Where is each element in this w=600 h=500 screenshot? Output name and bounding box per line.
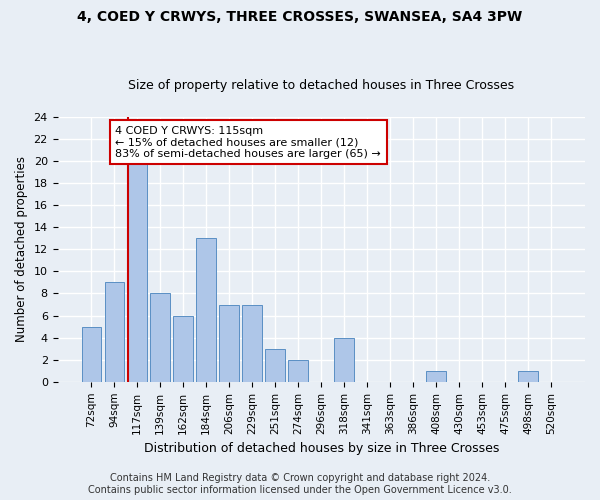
Text: Contains HM Land Registry data © Crown copyright and database right 2024.
Contai: Contains HM Land Registry data © Crown c… <box>88 474 512 495</box>
Bar <box>334 338 354 382</box>
Bar <box>151 294 170 382</box>
Bar <box>289 360 308 382</box>
Title: Size of property relative to detached houses in Three Crosses: Size of property relative to detached ho… <box>128 79 514 92</box>
Bar <box>518 371 538 382</box>
Bar <box>173 316 193 382</box>
Bar <box>265 348 285 382</box>
Bar <box>196 238 216 382</box>
Y-axis label: Number of detached properties: Number of detached properties <box>15 156 28 342</box>
Bar <box>427 371 446 382</box>
Bar <box>220 304 239 382</box>
Bar <box>82 326 101 382</box>
Bar <box>104 282 124 382</box>
Text: 4 COED Y CRWYS: 115sqm
← 15% of detached houses are smaller (12)
83% of semi-det: 4 COED Y CRWYS: 115sqm ← 15% of detached… <box>115 126 381 159</box>
Text: 4, COED Y CRWYS, THREE CROSSES, SWANSEA, SA4 3PW: 4, COED Y CRWYS, THREE CROSSES, SWANSEA,… <box>77 10 523 24</box>
Bar <box>128 161 147 382</box>
Bar <box>242 304 262 382</box>
X-axis label: Distribution of detached houses by size in Three Crosses: Distribution of detached houses by size … <box>143 442 499 455</box>
